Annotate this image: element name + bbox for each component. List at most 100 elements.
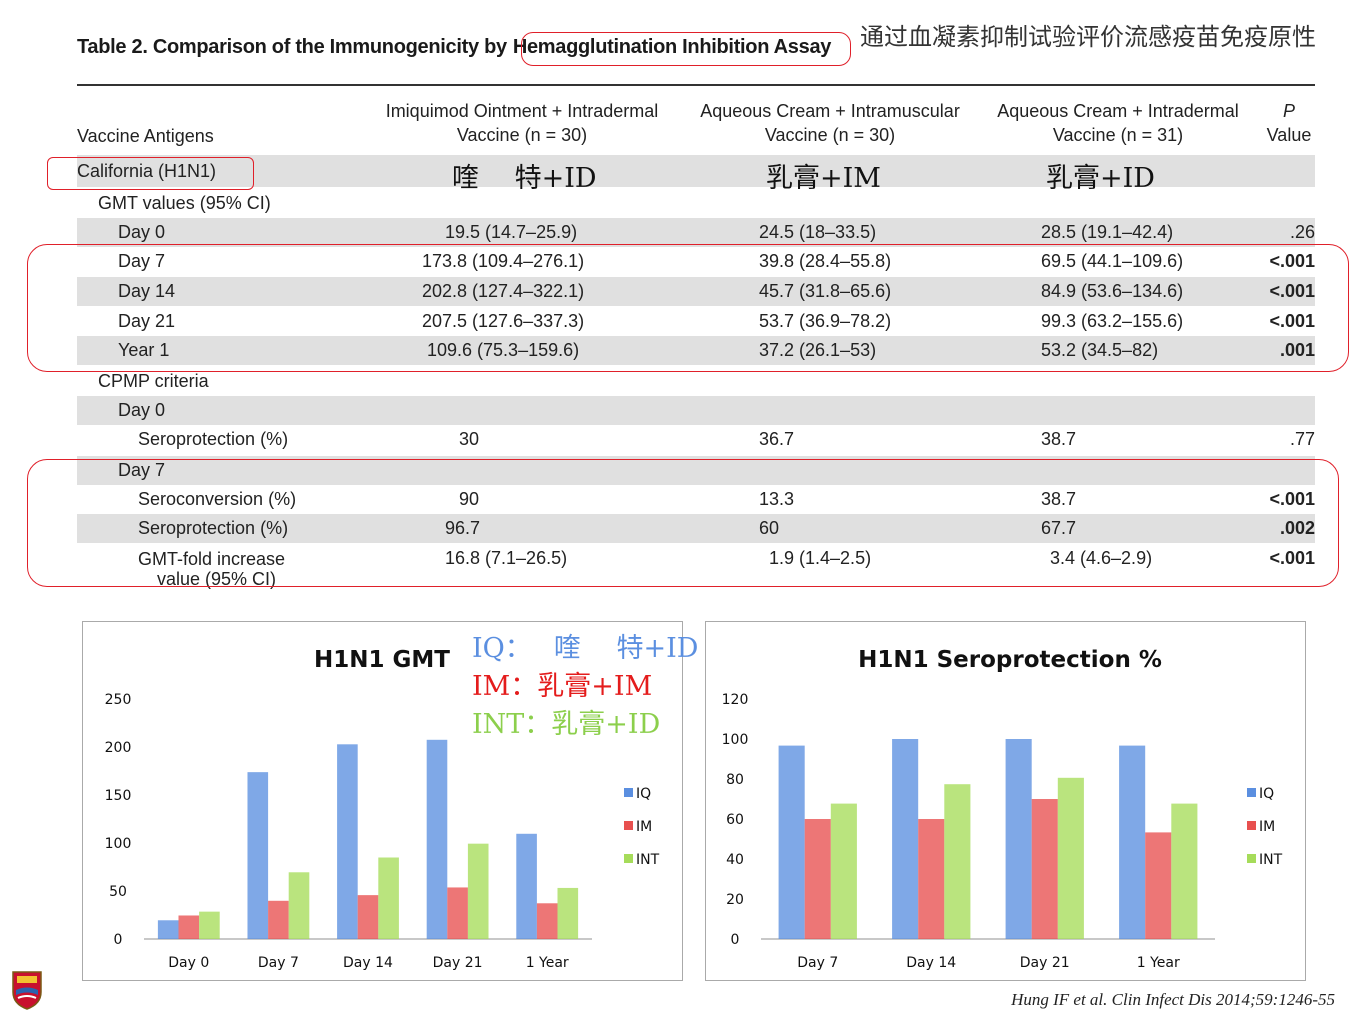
cell-im: 45.7 (31.8–65.6) [759, 281, 892, 301]
legend-label: IQ [636, 786, 651, 802]
y-tick-label: 100 [105, 836, 132, 852]
chinese-annotation: 通过血凝素抑制试验评价流感疫苗免疫原性 [860, 23, 1316, 51]
y-tick-label: 80 [726, 772, 744, 788]
x-tick-label: Day 14 [343, 955, 393, 971]
cell-iq: 173.8 (109.4–276.1) [422, 251, 585, 271]
bar-im [178, 915, 200, 939]
bar-iq [778, 745, 805, 939]
legend-swatch [624, 788, 633, 797]
citation: Hung IF et al. Clin Infect Dis 2014;59:1… [1011, 990, 1335, 1009]
cell-int: 99.3 (63.2–155.6) [1041, 311, 1184, 331]
row-label: Day 21 [118, 311, 176, 331]
bar-int [378, 857, 399, 939]
antigen-cn-im: 乳膏+IM [766, 163, 881, 194]
header-p-value: P Value [1258, 99, 1320, 147]
cell-iq: 96.7 [445, 518, 481, 538]
row-label-line1: GMT-fold increase [138, 549, 286, 569]
y-tick-label: 60 [726, 812, 744, 828]
cpmp-day0-label: Day 0 [118, 400, 166, 420]
header-iq-line1: Imiquimod Ointment + Intradermal [385, 101, 659, 121]
cell-p: .001 [1279, 340, 1315, 360]
cell-im: 24.5 (18–33.5) [759, 222, 877, 242]
bar-im [268, 900, 289, 939]
table-row: Seroconversion (%) 90 13.3 38.7 <.001 [77, 485, 1315, 514]
legend-label: INT [636, 852, 660, 868]
table-title-prefix: Table 2. Comparison of the Immunogenicit… [77, 36, 507, 58]
y-tick-label: 20 [726, 892, 744, 908]
cpmp-section-row: CPMP criteria [77, 367, 1315, 396]
row-label: Day 7 [118, 251, 166, 271]
bar-int [944, 784, 971, 939]
legend-label: IM [1259, 819, 1275, 835]
title-highlight-box [521, 32, 851, 66]
table-title-highlight: Hemagglutination Inhibition Assay [512, 36, 832, 58]
cell-p: <.001 [1269, 281, 1315, 301]
antigen-highlight-box [47, 157, 254, 190]
cpmp-day7-label: Day 7 [118, 460, 166, 480]
bar-iq [426, 739, 448, 939]
cell-int: 53.2 (34.5–82) [1041, 340, 1159, 360]
x-tick-label: 1 Year [526, 955, 569, 971]
bar-iq [1005, 739, 1032, 939]
cell-p: <.001 [1269, 251, 1315, 271]
bar-im [536, 903, 558, 939]
bar-int [199, 911, 220, 939]
y-tick-label: 40 [726, 852, 744, 868]
cell-im: 39.8 (28.4–55.8) [759, 251, 892, 271]
cell-p: .26 [1289, 222, 1315, 242]
cell-int: 67.7 [1041, 518, 1077, 538]
legend-swatch [1247, 821, 1256, 830]
cell-p: <.001 [1269, 489, 1315, 509]
cell-im: 1.9 (1.4–2.5) [769, 548, 872, 568]
cpmp-day7-row: Day 7 [77, 456, 1315, 485]
x-tick-label: Day 21 [433, 955, 483, 971]
cell-p: .002 [1279, 518, 1315, 538]
cell-p: <.001 [1269, 548, 1315, 568]
row-label-line2: value (95% CI) [157, 569, 277, 589]
cell-im: 37.2 (26.1–53) [759, 340, 877, 360]
row-label: GMT-fold increase value (95% CI) [138, 544, 285, 595]
table-title: Table 2. Comparison of the Immunogenicit… [77, 36, 831, 59]
cell-int: 3.4 (4.6–2.9) [1050, 548, 1153, 568]
university-crest-icon [12, 971, 42, 1010]
legend-swatch [624, 821, 633, 830]
bar-im [447, 887, 468, 939]
table-row: Year 1 109.6 (75.3–159.6) 37.2 (26.1–53)… [77, 336, 1315, 365]
legend-label: INT [1259, 852, 1283, 868]
y-tick-label: 250 [105, 692, 132, 708]
cell-im: 36.7 [759, 429, 795, 449]
table-top-rule [77, 84, 1315, 86]
cpmp-section-label: CPMP criteria [98, 371, 209, 391]
bar-int [467, 843, 489, 939]
row-label: Seroprotection (%) [138, 429, 289, 449]
y-tick-label: 150 [105, 788, 132, 804]
header-im-line1: Aqueous Cream + Intramuscular [700, 101, 960, 121]
y-tick-label: 0 [114, 932, 123, 948]
table-row: GMT-fold increase value (95% CI) 16.8 (7… [77, 544, 1315, 590]
row-label: Seroconversion (%) [138, 489, 297, 509]
table-row: Day 21 207.5 (127.6–337.3) 53.7 (36.9–78… [77, 307, 1315, 336]
chart-title: H1N1 Seroprotection % [858, 647, 1162, 673]
row-label: Year 1 [118, 340, 170, 360]
row-label: Day 14 [118, 281, 176, 301]
row-label: Day 0 [118, 222, 166, 242]
bar-im [1031, 799, 1058, 939]
header-int: Aqueous Cream + Intradermal Vaccine (n =… [980, 99, 1256, 147]
gmt-chart: H1N1 GMT 0 50 100 150 200 250 Day 0 Day 7 Day 14 D… [105, 647, 660, 971]
table-row: Day 0 19.5 (14.7–25.9) 24.5 (18–33.5) 28… [77, 218, 1315, 247]
antigen-cn-iq: 喹 特+ID [452, 163, 597, 194]
bar-iq [516, 833, 537, 939]
header-iq-line2: Vaccine (n = 30) [456, 125, 588, 145]
cell-im: 60 [759, 518, 780, 538]
legend-swatch [624, 854, 633, 863]
legend-cn-iq: IQ： 喹 特+ID [472, 633, 699, 664]
header-im: Aqueous Cream + Intramuscular Vaccine (n… [684, 99, 976, 147]
bar-im [918, 819, 945, 939]
bar-int [1057, 777, 1084, 939]
cell-iq: 207.5 (127.6–337.3) [422, 311, 585, 331]
cell-int: 38.7 [1041, 489, 1077, 509]
y-tick-label: 200 [105, 740, 132, 756]
x-tick-label: 1 Year [1137, 955, 1180, 971]
cell-iq: 19.5 (14.7–25.9) [445, 222, 578, 242]
antigen-label: California (H1N1) [77, 161, 217, 181]
